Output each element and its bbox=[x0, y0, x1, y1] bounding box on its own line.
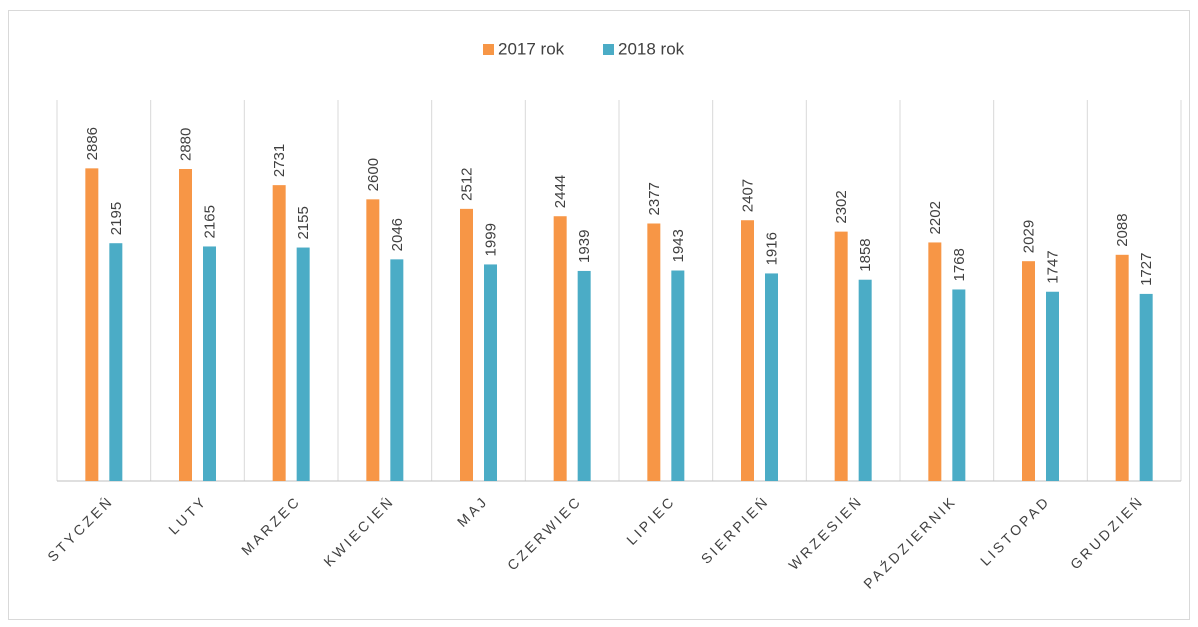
data-label: 2155 bbox=[295, 206, 312, 239]
data-label: 1939 bbox=[576, 230, 593, 263]
data-label: 1747 bbox=[1044, 250, 1061, 283]
data-label: 2512 bbox=[458, 167, 475, 200]
data-label: 1999 bbox=[482, 223, 499, 256]
bar bbox=[460, 208, 473, 481]
data-label: 1768 bbox=[951, 248, 968, 281]
bar bbox=[272, 185, 286, 481]
data-label: 2377 bbox=[646, 182, 663, 215]
bar bbox=[858, 279, 872, 481]
bar bbox=[85, 168, 99, 481]
data-label: 2407 bbox=[739, 179, 756, 212]
data-label: 2202 bbox=[927, 201, 944, 234]
bar bbox=[952, 289, 966, 481]
bar bbox=[834, 231, 848, 481]
data-label: 2029 bbox=[1020, 220, 1037, 253]
legend-label: 2017 rok bbox=[498, 39, 565, 58]
bar bbox=[671, 270, 685, 481]
bar bbox=[577, 270, 591, 481]
bar bbox=[179, 169, 192, 481]
data-label: 2046 bbox=[389, 218, 406, 251]
bar bbox=[553, 216, 567, 481]
bar bbox=[647, 223, 661, 481]
bar bbox=[390, 259, 404, 481]
data-label: 2195 bbox=[108, 202, 125, 235]
legend-swatch bbox=[603, 44, 614, 55]
data-label: 2165 bbox=[201, 205, 218, 238]
bar bbox=[928, 242, 942, 481]
legend-swatch bbox=[483, 44, 494, 55]
bar bbox=[366, 199, 380, 482]
data-label: 2886 bbox=[84, 127, 101, 160]
bar bbox=[109, 243, 123, 481]
bar bbox=[1139, 293, 1153, 481]
bar bbox=[203, 246, 216, 481]
bar bbox=[484, 264, 497, 481]
data-label: 2880 bbox=[177, 128, 194, 161]
bar bbox=[1046, 291, 1059, 481]
data-label: 2088 bbox=[1114, 213, 1131, 246]
bar bbox=[1022, 261, 1035, 481]
bar bbox=[765, 273, 778, 481]
data-label: 2600 bbox=[365, 158, 382, 191]
data-label: 1858 bbox=[857, 238, 874, 271]
data-label: 1943 bbox=[670, 229, 687, 262]
data-label: 1916 bbox=[763, 232, 780, 265]
data-label: 1727 bbox=[1138, 253, 1155, 286]
data-label: 2302 bbox=[833, 190, 850, 223]
data-label: 2731 bbox=[271, 144, 288, 177]
legend-label: 2018 rok bbox=[618, 39, 685, 58]
bar bbox=[741, 220, 754, 481]
bar bbox=[296, 247, 310, 481]
bar bbox=[1115, 254, 1129, 481]
data-label: 2444 bbox=[552, 175, 569, 208]
